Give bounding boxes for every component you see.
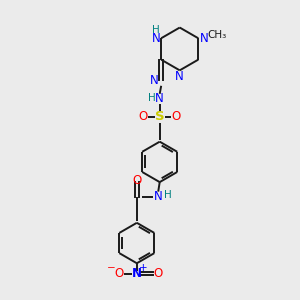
Text: CH₃: CH₃: [207, 30, 226, 40]
Text: H: H: [148, 93, 156, 103]
Text: +: +: [139, 263, 148, 273]
Text: O: O: [132, 173, 141, 187]
Text: N: N: [132, 267, 142, 280]
Text: N: N: [154, 190, 163, 203]
Text: O: O: [139, 110, 148, 123]
Text: O: O: [114, 267, 124, 280]
Text: N: N: [152, 32, 160, 45]
Text: O: O: [154, 267, 163, 280]
Text: N: N: [200, 32, 208, 45]
Text: O: O: [171, 110, 181, 123]
Text: N: N: [150, 74, 159, 87]
Text: N: N: [175, 70, 184, 83]
Text: H: H: [164, 190, 172, 200]
Text: H: H: [152, 25, 160, 35]
Text: −: −: [107, 263, 116, 273]
Text: N: N: [155, 92, 164, 105]
Text: S: S: [155, 110, 164, 123]
